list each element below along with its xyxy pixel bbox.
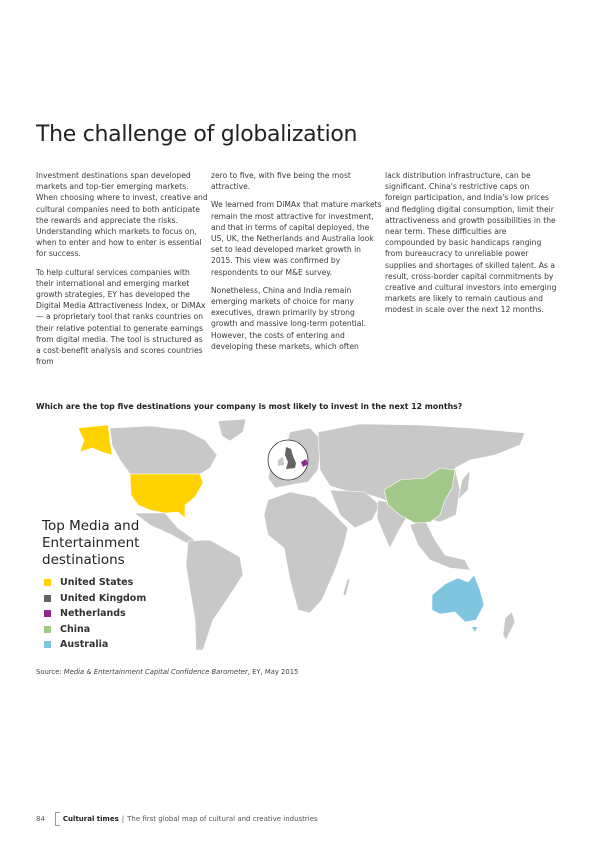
page-footer: 84 Cultural times | The first global map… xyxy=(36,812,318,826)
map-netherlands xyxy=(301,459,308,467)
text-column-3: lack distribution infrastructure, can be… xyxy=(385,170,557,323)
page-number: 84 xyxy=(36,815,45,823)
publication-subtitle: The first global map of cultural and cre… xyxy=(127,815,318,823)
map-united-kingdom xyxy=(285,447,296,469)
uk-netherlands-inset xyxy=(267,439,309,481)
map-tasmania xyxy=(472,627,477,632)
map-united-states xyxy=(129,473,204,519)
map-legend: United States United Kingdom Netherlands… xyxy=(44,575,146,653)
paragraph: zero to five, with five being the most a… xyxy=(211,171,351,192)
legend-label: Australia xyxy=(60,639,109,651)
source-note: Source: Media & Entertainment Capital Co… xyxy=(36,668,298,676)
map-new-zealand xyxy=(502,611,516,641)
text-column-1: Investment destinations span developed m… xyxy=(36,170,208,374)
legend-item-australia: Australia xyxy=(44,637,146,653)
text-column-2: zero to five, with five being the most a… xyxy=(211,170,383,359)
map-south-america xyxy=(185,539,244,651)
paragraph: We learned from DiMAx that mature market… xyxy=(211,200,382,277)
page-title: The challenge of globalization xyxy=(36,122,358,147)
legend-title: Top Media and Entertainment destinations xyxy=(42,518,140,568)
survey-question: Which are the top five destinations your… xyxy=(36,402,463,411)
legend-label: United Kingdom xyxy=(60,592,147,604)
map-southeast-asia xyxy=(409,519,471,571)
map-canada xyxy=(109,425,218,475)
map-middle-east xyxy=(329,489,381,529)
legend-swatch xyxy=(44,579,51,587)
paragraph: Nonetheless, China and India remain emer… xyxy=(211,285,366,351)
legend-label: China xyxy=(60,623,91,635)
bracket-mark xyxy=(54,812,60,826)
legend-item-united-kingdom: United Kingdom xyxy=(44,591,146,607)
legend-item-netherlands: Netherlands xyxy=(44,606,146,622)
map-japan xyxy=(457,469,471,501)
legend-swatch xyxy=(44,594,51,602)
paragraph: lack distribution infrastructure, can be… xyxy=(385,171,557,315)
publication-name: Cultural times xyxy=(62,815,119,823)
map-ireland xyxy=(278,457,284,466)
legend-label: United States xyxy=(60,577,134,589)
legend-item-china: China xyxy=(44,622,146,638)
paragraph: To help cultural services companies with… xyxy=(36,267,206,367)
map-alaska xyxy=(77,424,113,456)
map-madagascar xyxy=(342,577,351,597)
legend-label: Netherlands xyxy=(60,608,126,620)
legend-swatch xyxy=(44,625,51,633)
separator: | xyxy=(121,815,125,823)
map-greenland xyxy=(217,418,247,442)
map-australia xyxy=(431,574,485,623)
map-china xyxy=(383,467,456,524)
legend-item-united-states: United States xyxy=(44,575,146,591)
paragraph: Investment destinations span developed m… xyxy=(36,171,208,259)
legend-swatch xyxy=(44,610,51,618)
source-publication: Media & Entertainment Capital Confidence… xyxy=(63,668,248,676)
source-prefix: Source: xyxy=(36,668,64,676)
legend-swatch xyxy=(44,641,51,649)
source-suffix: , EY, May 2015 xyxy=(247,668,299,676)
map-africa xyxy=(263,491,349,614)
